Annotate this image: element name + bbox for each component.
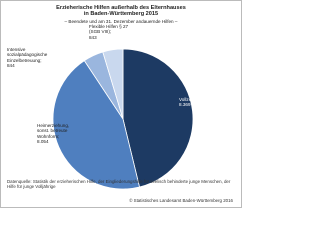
slice-label: Vollzeitpflege; 8.369 (179, 97, 219, 108)
chart: Erzieherische Hilfen außerhalb des Elter… (0, 0, 242, 208)
pie-slice (122, 48, 194, 188)
value-label: 844 (7, 63, 15, 69)
label-separator: ; (109, 29, 112, 35)
slice-label: Heimerziehung, sonst. betreute Wohnform;… (37, 123, 79, 145)
label-separator: ; (40, 57, 42, 63)
copyright: © Statistisches Landesamt Baden-Württemb… (129, 198, 233, 203)
value-label: 8.369 (179, 102, 191, 108)
label-separator: ; (206, 97, 208, 102)
category-label: Vollzeitpflege (179, 97, 207, 102)
title-line: in Baden-Württemberg 2015 (83, 11, 159, 18)
title-line: Erzieherische Hilfen außerhalb des Elter… (56, 5, 186, 11)
label-separator: ; (58, 133, 60, 139)
category-label: Heimerziehung, sonst. betreute Wohnform (37, 123, 70, 139)
value-label: 843 (89, 34, 97, 40)
slice-label: Intensive sozialpädagogische Einzelbetre… (7, 47, 57, 69)
source-note: Datenquelle: Statistik der erzieherische… (7, 179, 231, 190)
category-label: Intensive sozialpädagogische Einzelbetre… (7, 47, 48, 63)
category-label: Flexible Hilfen § 27 (SGB VIII) (89, 24, 129, 35)
pie-slice (52, 60, 140, 190)
chart-subtitle: – Beendete und am 31. Dezember andauernd… (64, 19, 178, 24)
chart-title: Erzieherische Hilfen außerhalb des Elter… (1, 5, 241, 18)
slice-label: Flexible Hilfen § 27 (SGB VIII); 843 (89, 24, 139, 40)
pie-area (52, 48, 194, 190)
pie-slice (102, 48, 124, 120)
value-label: 8.054 (37, 139, 49, 145)
